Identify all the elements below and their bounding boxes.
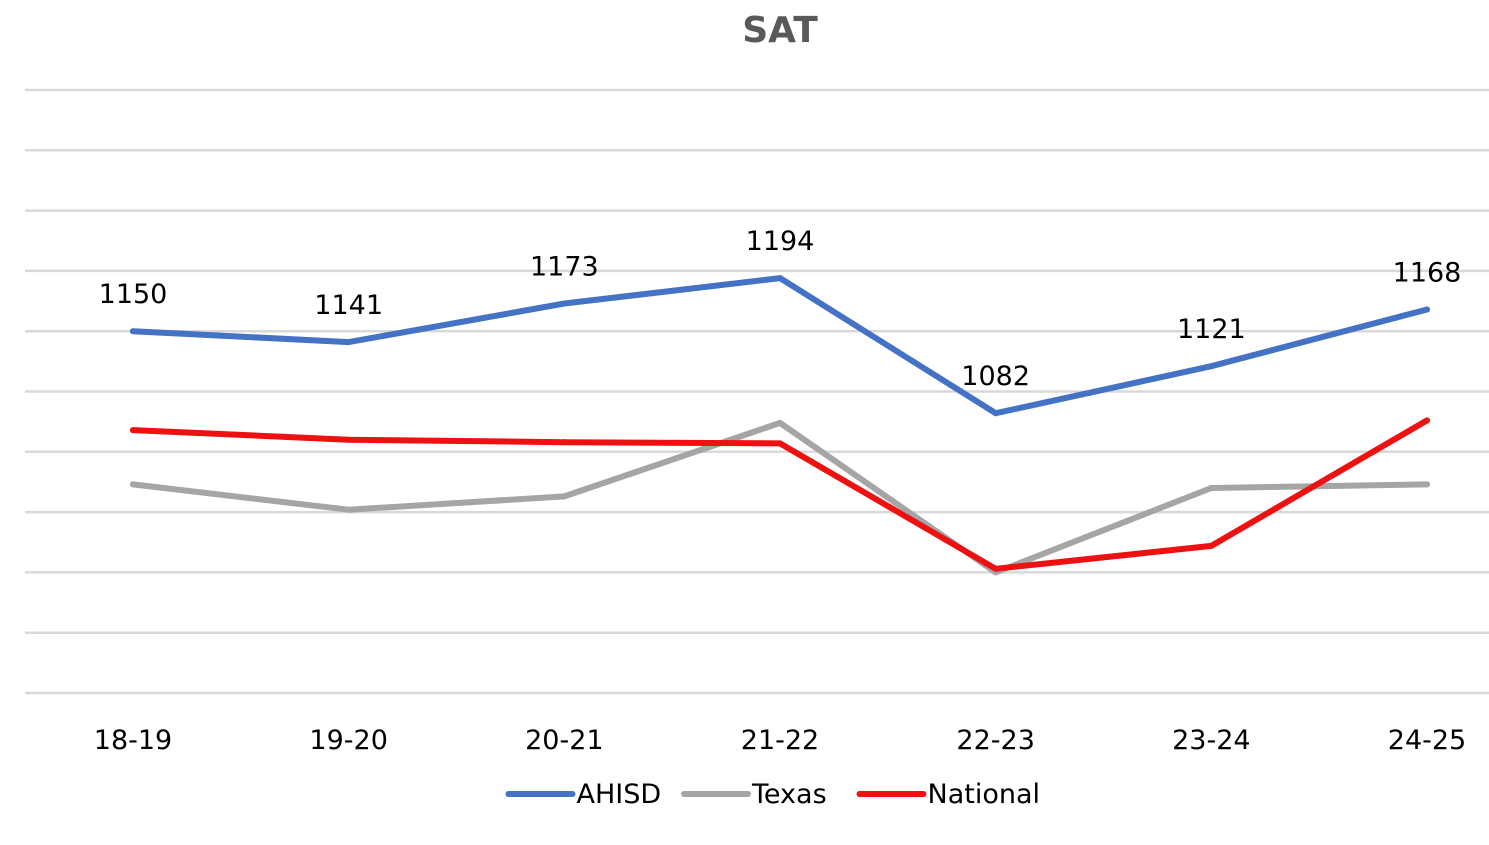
x-tick-label: 23-24	[1172, 725, 1250, 756]
x-tick-label: 19-20	[309, 725, 387, 756]
x-tick-label: 21-22	[741, 725, 819, 756]
data-label-ahisd: 1150	[99, 279, 168, 310]
data-label-ahisd: 1082	[961, 361, 1030, 392]
data-label-ahisd: 1121	[1177, 314, 1246, 345]
data-point-texas	[1424, 481, 1430, 488]
data-point-national	[1424, 417, 1430, 424]
legend-item-national: National	[856, 779, 1041, 810]
x-tick-label: 18-19	[94, 725, 172, 756]
legend: AHISD Texas National	[505, 779, 1041, 810]
data-point-ahisd	[561, 300, 568, 307]
x-tick-label: 24-25	[1388, 725, 1466, 756]
data-point-ahisd	[130, 328, 136, 335]
data-point-national	[130, 427, 136, 434]
data-label-ahisd: 1173	[530, 251, 599, 282]
x-tick-label: 20-21	[525, 725, 603, 756]
data-point-ahisd	[777, 275, 783, 282]
data-labels: 1150 1141 1173 1194 1082 1121 1168	[99, 226, 1462, 392]
legend-label-national: National	[928, 779, 1041, 810]
legend-label-texas: Texas	[751, 779, 827, 810]
data-point-national	[777, 440, 783, 447]
data-point-texas	[561, 493, 568, 500]
data-point-national	[1208, 542, 1215, 549]
data-point-ahisd	[1208, 363, 1215, 370]
data-point-ahisd	[1424, 306, 1430, 313]
x-tick-label: 22-23	[956, 725, 1034, 756]
x-axis-tick-labels: 18-19 19-20 20-21 21-22 22-23 23-24 24-25	[94, 725, 1466, 756]
legend-item-ahisd: AHISD	[505, 779, 662, 810]
chart-title: SAT	[742, 10, 818, 51]
data-point-ahisd	[345, 339, 352, 346]
data-label-ahisd: 1168	[1393, 257, 1462, 288]
data-point-national	[992, 565, 999, 572]
data-point-national	[561, 439, 568, 446]
data-label-ahisd: 1141	[314, 290, 383, 321]
data-label-ahisd: 1194	[746, 226, 815, 257]
data-point-ahisd	[992, 410, 999, 417]
gridlines	[25, 88, 1489, 695]
data-point-texas	[777, 419, 783, 426]
data-point-texas	[130, 481, 136, 488]
legend-label-ahisd: AHISD	[577, 779, 662, 810]
legend-item-texas: Texas	[681, 779, 827, 810]
data-point-national	[345, 436, 352, 443]
data-point-texas	[1208, 484, 1215, 491]
data-point-texas	[345, 506, 352, 513]
series-lines	[130, 275, 1430, 576]
